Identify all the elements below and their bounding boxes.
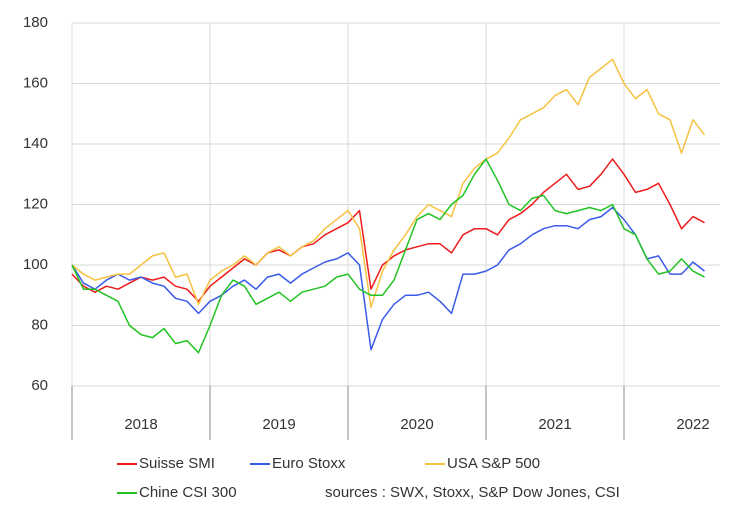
y-tick-label: 180	[23, 14, 48, 31]
legend-label: Euro Stoxx	[272, 455, 346, 472]
series-line	[71, 206, 705, 351]
series-line	[71, 158, 705, 354]
legend-label: Suisse SMI	[139, 455, 215, 472]
series-line	[71, 58, 706, 309]
series-line	[71, 158, 705, 303]
y-tick-label: 160	[23, 74, 48, 91]
x-tick-label: 2022	[676, 416, 709, 433]
x-tick-label: 2021	[538, 416, 571, 433]
y-tick-label: 120	[23, 195, 48, 212]
sources-note: sources : SWX, Stoxx, S&P Dow Jones, CSI	[325, 484, 620, 501]
x-tick-label: 2018	[124, 416, 157, 433]
y-tick-label: 80	[31, 316, 48, 333]
legend-label: USA S&P 500	[447, 455, 540, 472]
x-tick-label: 2019	[262, 416, 295, 433]
x-tick-label: 2020	[400, 416, 433, 433]
y-tick-label: 140	[23, 135, 48, 152]
legend-label: Chine CSI 300	[139, 484, 237, 501]
y-tick-label: 60	[31, 377, 48, 394]
y-tick-label: 100	[23, 256, 48, 273]
